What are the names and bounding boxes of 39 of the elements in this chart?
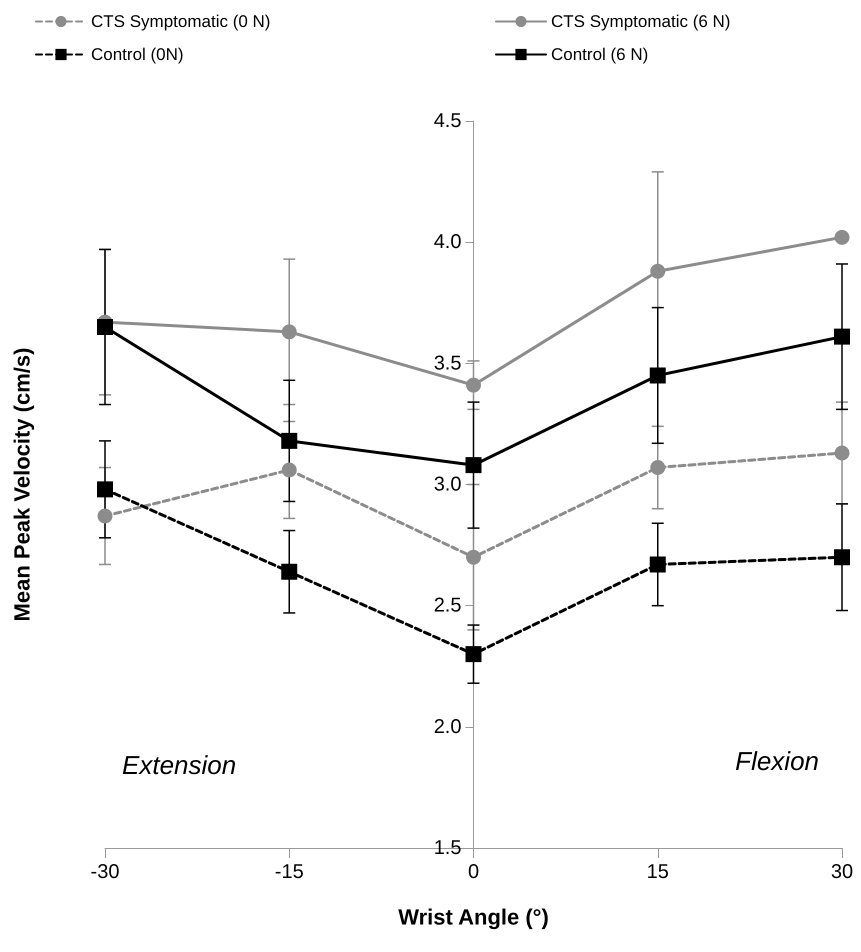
x-tick-label: 30 xyxy=(830,861,854,883)
y-axis-title: Mean Peak Velocity (cm/s) xyxy=(10,348,34,622)
legend-label: Control (6 N) xyxy=(551,45,648,64)
legend-label: CTS Symptomatic (6 N) xyxy=(551,12,730,31)
point xyxy=(282,324,297,340)
y-tick-label: 3.5 xyxy=(434,352,462,374)
x-tick-label: -15 xyxy=(274,861,304,883)
y-tick-label: 2.5 xyxy=(434,594,462,617)
point xyxy=(98,508,112,524)
y-tick-label: 2.0 xyxy=(434,716,462,738)
point xyxy=(281,432,298,449)
point xyxy=(466,378,481,393)
x-axis-title: Wrist Angle (°) xyxy=(398,904,549,930)
y-tick-label: 3.0 xyxy=(434,474,462,496)
point xyxy=(97,481,113,498)
annotation: Extension xyxy=(122,750,236,780)
point xyxy=(834,230,850,245)
x-tick-label: 15 xyxy=(646,861,669,883)
y-tick-label: 4.5 xyxy=(434,110,462,132)
point xyxy=(834,328,850,345)
y-tick-label: 4.0 xyxy=(434,231,462,254)
point xyxy=(97,318,113,335)
point xyxy=(282,462,297,478)
point xyxy=(650,367,666,384)
point xyxy=(650,556,666,572)
point xyxy=(466,550,481,565)
point xyxy=(466,646,482,662)
x-tick-label: 0 xyxy=(468,861,480,883)
legend-label: CTS Symptomatic (0 N) xyxy=(91,12,270,31)
point xyxy=(281,564,298,580)
y-tick-label: 1.5 xyxy=(434,837,462,859)
annotation: Flexion xyxy=(735,746,820,776)
point xyxy=(650,460,666,476)
legend-label: Control (0N) xyxy=(91,45,184,64)
point xyxy=(834,549,850,566)
point xyxy=(834,446,850,460)
point xyxy=(650,264,666,279)
point xyxy=(466,457,482,474)
x-tick-label: -30 xyxy=(90,861,120,883)
